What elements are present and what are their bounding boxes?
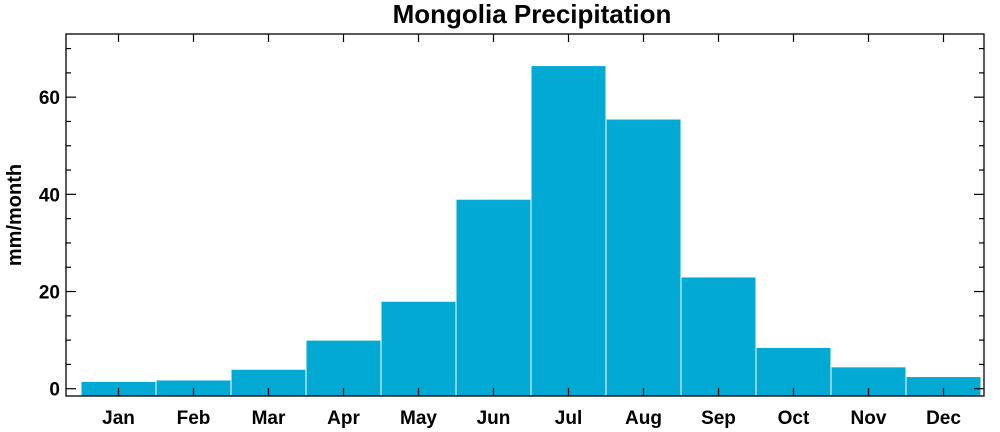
x-tick-label-jul: Jul [555, 408, 582, 429]
x-tick-label-sep: Sep [701, 408, 736, 429]
x-tick-label-oct: Oct [778, 408, 810, 429]
x-tick-label-mar: Mar [252, 408, 286, 429]
y-tick-label: 0 [49, 380, 60, 401]
chart-title: Mongolia Precipitation [393, 0, 672, 29]
x-tick-label-may: May [400, 408, 437, 429]
x-tick-label-apr: Apr [327, 408, 360, 429]
x-tick-label-dec: Dec [926, 408, 961, 429]
y-tick-label: 20 [39, 283, 60, 304]
bar-sep [680, 276, 757, 397]
x-tick-label-aug: Aug [625, 408, 662, 429]
bar-jul [530, 65, 607, 397]
y-ticks-group: 0 20 40 60 [39, 47, 984, 401]
bar-jun [455, 198, 532, 397]
x-tick-label-feb: Feb [177, 408, 211, 429]
x-tick-label-jan: Jan [102, 408, 135, 429]
bar-may [380, 300, 457, 397]
x-tick-label-nov: Nov [851, 408, 887, 429]
x-ticks-group: Jan Feb Mar Apr May Jun Jul Aug Sep Oct Nov Dec [102, 34, 961, 429]
bar-aug [605, 118, 682, 397]
bar-apr [305, 339, 382, 397]
y-tick-label: 60 [39, 88, 60, 109]
plot-frame [65, 33, 985, 397]
x-tick-label-jun: Jun [477, 408, 511, 429]
y-tick-label: 40 [39, 185, 60, 206]
y-axis-label: mm/month [4, 164, 26, 266]
bars-group [80, 65, 982, 397]
